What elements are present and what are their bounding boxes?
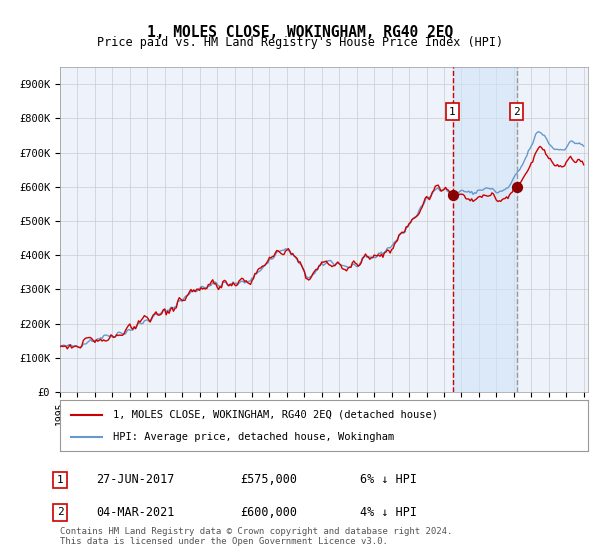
Text: 6% ↓ HPI: 6% ↓ HPI xyxy=(360,473,417,487)
Text: Contains HM Land Registry data © Crown copyright and database right 2024.
This d: Contains HM Land Registry data © Crown c… xyxy=(60,526,452,546)
Text: Price paid vs. HM Land Registry's House Price Index (HPI): Price paid vs. HM Land Registry's House … xyxy=(97,36,503,49)
Text: 2: 2 xyxy=(514,106,520,116)
Text: 1, MOLES CLOSE, WOKINGHAM, RG40 2EQ: 1, MOLES CLOSE, WOKINGHAM, RG40 2EQ xyxy=(147,25,453,40)
Text: £600,000: £600,000 xyxy=(240,506,297,519)
Text: 27-JUN-2017: 27-JUN-2017 xyxy=(96,473,175,487)
Text: 2: 2 xyxy=(56,507,64,517)
Text: HPI: Average price, detached house, Wokingham: HPI: Average price, detached house, Woki… xyxy=(113,432,394,442)
Text: 4% ↓ HPI: 4% ↓ HPI xyxy=(360,506,417,519)
Text: 1, MOLES CLOSE, WOKINGHAM, RG40 2EQ (detached house): 1, MOLES CLOSE, WOKINGHAM, RG40 2EQ (det… xyxy=(113,409,438,419)
Text: 1: 1 xyxy=(56,475,64,485)
Bar xyxy=(452,67,517,392)
Text: £575,000: £575,000 xyxy=(240,473,297,487)
Point xyxy=(448,191,457,200)
Text: 04-MAR-2021: 04-MAR-2021 xyxy=(96,506,175,519)
Point xyxy=(512,183,521,192)
Text: 1: 1 xyxy=(449,106,456,116)
